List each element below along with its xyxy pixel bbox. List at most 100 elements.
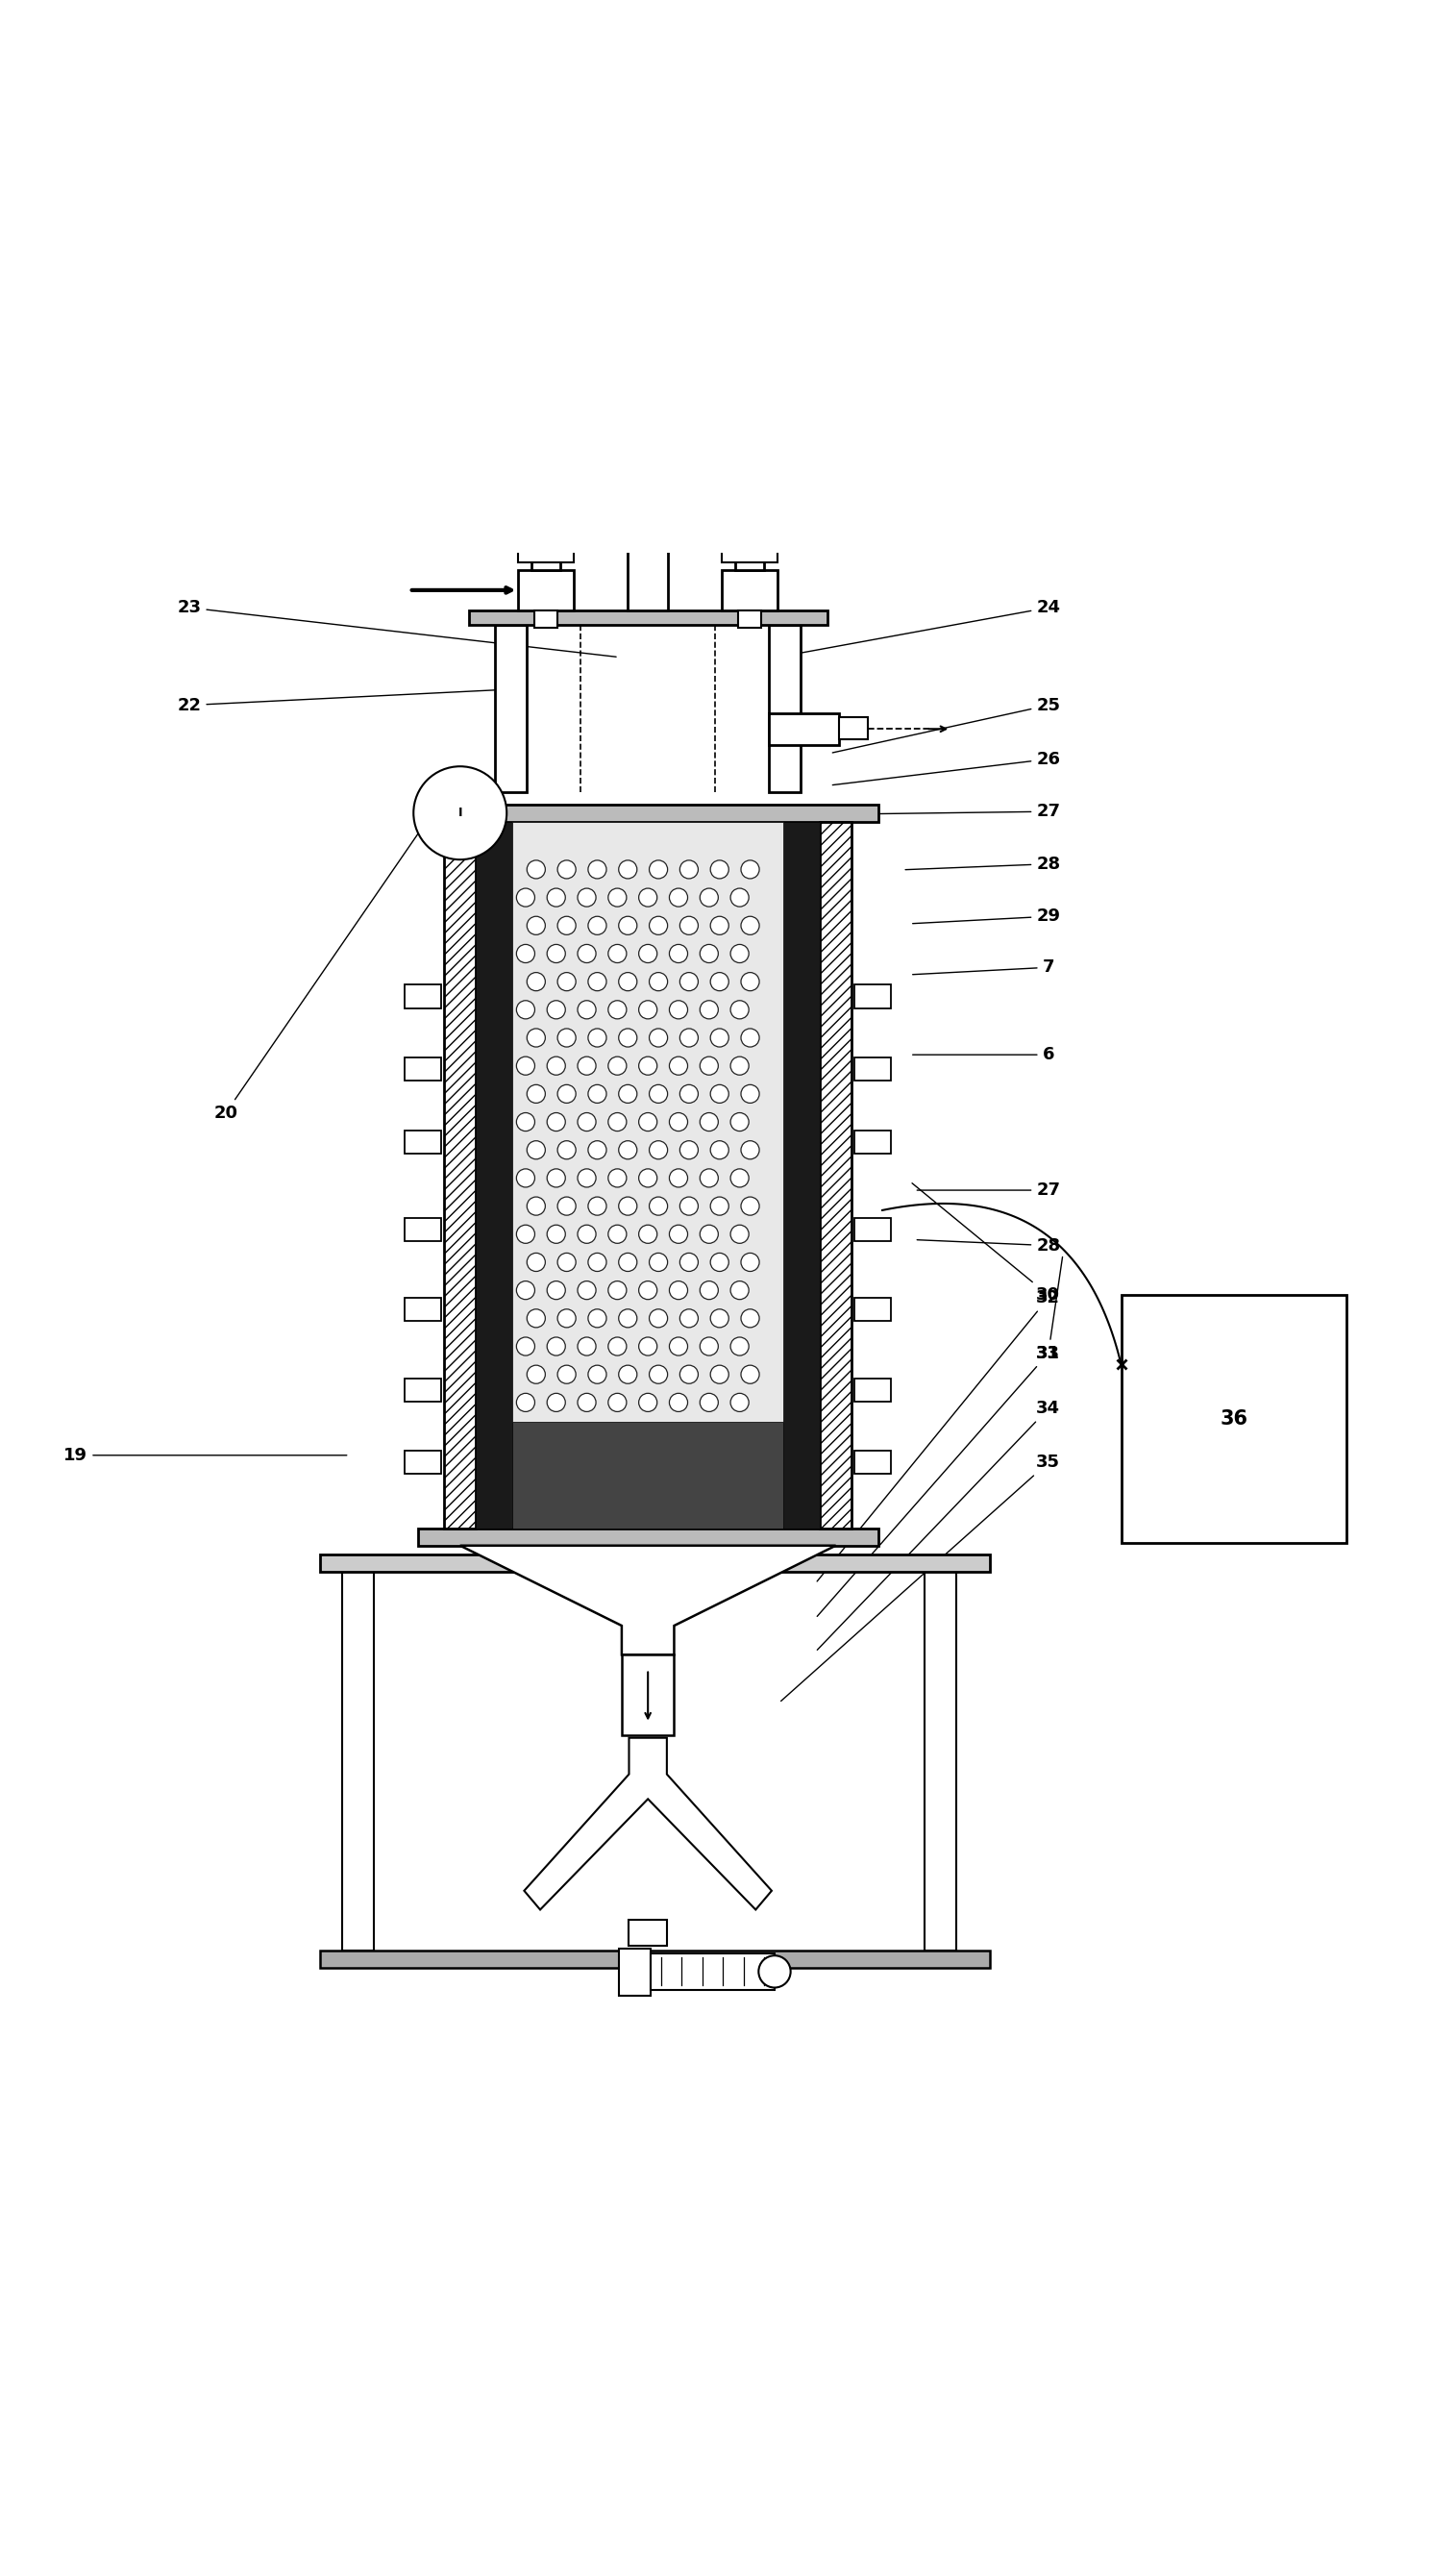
Circle shape [700,1280,718,1298]
Circle shape [731,1001,748,1019]
Bar [476,822,513,1529]
Circle shape [578,1001,596,1019]
Circle shape [517,1168,534,1188]
Circle shape [609,945,626,963]
Circle shape [649,1086,667,1104]
Circle shape [731,1114,748,1132]
Circle shape [649,860,667,878]
Bar [1121,1296,1347,1542]
Bar [622,1654,674,1734]
Circle shape [609,1280,626,1298]
Bar [342,1572,374,1951]
Text: 13: 13 [651,1959,674,1977]
Circle shape [619,1365,638,1383]
Circle shape [700,945,718,963]
Circle shape [741,1030,760,1047]
Circle shape [711,973,729,991]
Bar [405,1452,441,1475]
Bar [405,1219,441,1242]
Circle shape [588,1030,607,1047]
Bar [513,822,783,1421]
Bar [722,569,778,610]
Bar [418,1529,878,1547]
Circle shape [680,1365,699,1383]
Circle shape [639,1114,657,1132]
Bar [783,822,820,1529]
Circle shape [578,1280,596,1298]
Bar [855,986,891,1009]
Circle shape [741,1252,760,1270]
Text: 28: 28 [906,855,1060,873]
Circle shape [741,860,760,878]
Circle shape [619,860,638,878]
Circle shape [670,1114,687,1132]
Circle shape [588,1365,607,1383]
Circle shape [588,917,607,935]
Circle shape [700,1001,718,1019]
Text: 26: 26 [833,750,1060,786]
Circle shape [711,1309,729,1327]
Circle shape [731,1224,748,1242]
Circle shape [609,1114,626,1132]
Circle shape [527,1030,546,1047]
Circle shape [711,1086,729,1104]
Circle shape [558,1086,577,1104]
Circle shape [578,1058,596,1076]
Bar [495,625,527,791]
Circle shape [527,1365,546,1383]
Bar [534,610,558,627]
Bar [855,1058,891,1081]
Bar [925,1572,957,1951]
Text: 22: 22 [178,689,510,715]
Bar [855,1129,891,1155]
Circle shape [588,973,607,991]
Circle shape [639,889,657,907]
Circle shape [649,917,667,935]
Circle shape [588,1252,607,1270]
Bar [855,1298,891,1321]
Circle shape [588,1086,607,1104]
Circle shape [741,973,760,991]
Text: 33: 33 [817,1345,1060,1616]
Circle shape [649,1030,667,1047]
Circle shape [711,860,729,878]
Bar [320,1951,990,1967]
Circle shape [547,1337,565,1355]
Circle shape [609,1337,626,1355]
Text: I: I [459,807,462,820]
Circle shape [670,945,687,963]
Bar [405,1378,441,1401]
Circle shape [759,1957,791,1987]
Circle shape [639,1168,657,1188]
Circle shape [558,860,577,878]
Circle shape [670,1058,687,1076]
Circle shape [414,766,507,860]
Circle shape [558,1252,577,1270]
Text: 27: 27 [917,1181,1060,1199]
Text: 7: 7 [913,958,1054,976]
Circle shape [741,1140,760,1160]
Circle shape [517,1224,534,1242]
Text: 6: 6 [913,1045,1054,1063]
Circle shape [731,1393,748,1411]
Bar [855,1219,891,1242]
Circle shape [731,945,748,963]
Bar [531,543,561,569]
Circle shape [680,1252,699,1270]
Circle shape [558,1140,577,1160]
Bar [405,1129,441,1155]
Circle shape [670,1168,687,1188]
Circle shape [639,945,657,963]
Circle shape [670,1393,687,1411]
Circle shape [680,973,699,991]
Circle shape [639,1001,657,1019]
Circle shape [731,1337,748,1355]
Circle shape [547,1001,565,1019]
Text: 20: 20 [214,789,450,1122]
Circle shape [670,1001,687,1019]
Circle shape [670,1280,687,1298]
Circle shape [711,1365,729,1383]
Circle shape [517,1280,534,1298]
Circle shape [578,1393,596,1411]
Text: 19: 19 [64,1447,347,1465]
